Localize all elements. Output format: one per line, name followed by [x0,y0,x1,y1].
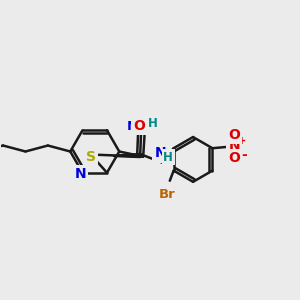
Text: N: N [228,139,240,153]
Text: O: O [228,151,240,165]
Text: O: O [228,128,240,142]
Text: H: H [148,117,158,130]
Text: S: S [85,150,96,164]
Text: -: - [242,148,247,162]
Text: N: N [74,167,86,181]
Text: NH: NH [127,120,149,133]
Text: H: H [163,151,173,164]
Text: Br: Br [158,188,175,201]
Text: O: O [133,119,145,133]
Text: +: + [238,136,246,146]
Text: N: N [154,146,166,161]
